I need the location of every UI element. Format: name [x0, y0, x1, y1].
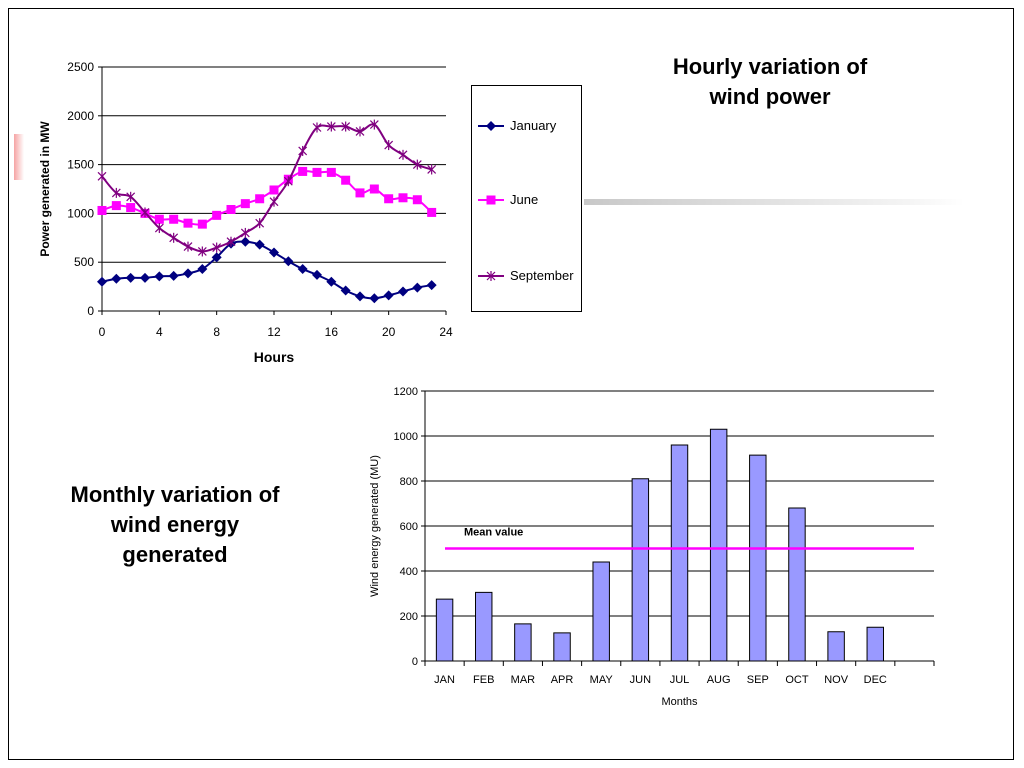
legend-label-september: September: [510, 268, 574, 283]
legend-item-september: September: [476, 266, 582, 286]
monthly-heading-line: wind energy: [110, 512, 240, 537]
decorative-gradient-bar: [14, 134, 24, 180]
legend-marker-september: [486, 271, 496, 281]
legend-item-january: January: [476, 116, 582, 136]
legend-item-june: June: [476, 190, 582, 210]
decorative-divider-line: [584, 199, 964, 205]
line-chart-legend: January June September: [471, 85, 582, 312]
hourly-heading: Hourly variation of wind power: [640, 52, 900, 112]
legend-swatch-january: [478, 121, 504, 131]
hourly-heading-line: wind power: [709, 84, 831, 109]
monthly-heading: Monthly variation of wind energy generat…: [40, 480, 310, 570]
legend-swatch-september: [478, 271, 504, 281]
legend-marker-january: [486, 121, 496, 131]
hourly-heading-line: Hourly variation of: [672, 54, 868, 79]
monthly-heading-line: generated: [122, 542, 228, 567]
legend-swatch-june: [478, 195, 504, 205]
monthly-heading-line: Monthly variation of: [70, 482, 280, 507]
legend-label-june: June: [510, 192, 539, 207]
legend-marker-june: [486, 195, 496, 205]
legend-label-january: January: [510, 118, 557, 133]
